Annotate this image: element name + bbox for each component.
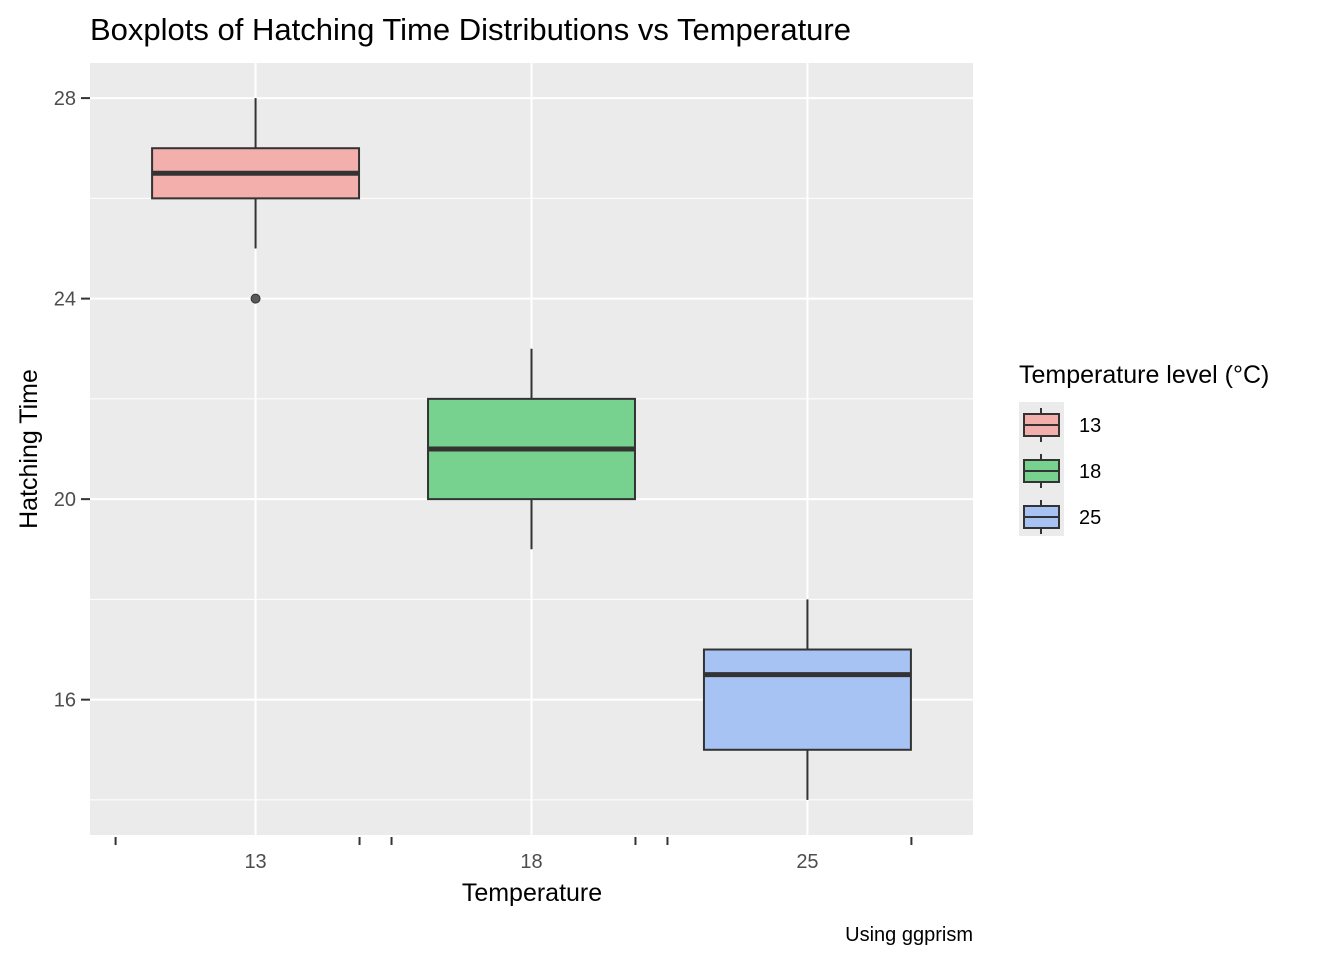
legend-item-25: 25 <box>1023 500 1101 534</box>
box-iqr <box>702 648 912 751</box>
y-tick-label: 28 <box>54 88 76 110</box>
x-axis-title: Temperature <box>462 879 602 907</box>
x-axis: 13 18 25 <box>114 837 913 873</box>
x-tick-label: 25 <box>796 851 818 873</box>
legend: Temperature level (°C) 13 18 25 <box>1019 361 1269 536</box>
boxes <box>151 98 912 800</box>
legend-title: Temperature level (°C) <box>1019 361 1269 389</box>
box-18 <box>427 348 636 550</box>
box-13 <box>151 98 361 304</box>
y-tick-label: 24 <box>54 289 76 311</box>
legend-item-18: 18 <box>1023 454 1101 488</box>
box-25 <box>702 599 912 800</box>
y-axis-title: Hatching Time <box>15 369 43 529</box>
chart-title: Boxplots of Hatching Time Distributions … <box>90 12 851 47</box>
x-tick-label: 18 <box>520 851 542 873</box>
legend-label: 13 <box>1079 415 1101 437</box>
y-tick-label: 20 <box>54 489 76 511</box>
caption: Using ggprism <box>845 924 973 946</box>
legend-item-13: 13 <box>1023 408 1101 442</box>
legend-label: 25 <box>1079 507 1101 529</box>
legend-label: 18 <box>1079 461 1101 483</box>
x-tick-label: 13 <box>244 851 266 873</box>
outlier-point <box>250 293 261 304</box>
y-tick-label: 16 <box>54 690 76 712</box>
y-axis: 16 20 24 28 <box>54 88 90 712</box>
